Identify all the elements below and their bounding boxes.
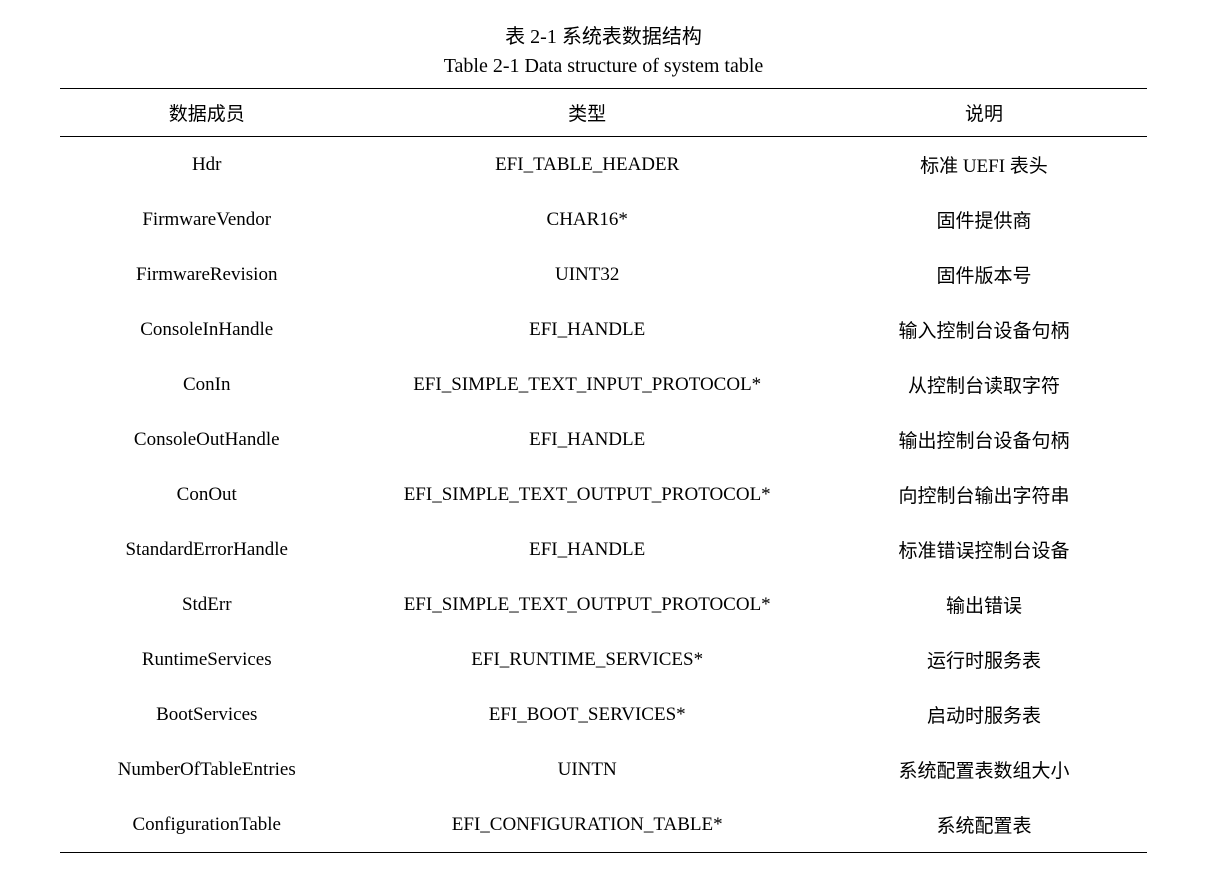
- cell-member: ConsoleOutHandle: [60, 412, 353, 467]
- cell-description: 运行时服务表: [821, 632, 1147, 687]
- table-row: RuntimeServices EFI_RUNTIME_SERVICES* 运行…: [60, 632, 1147, 687]
- cell-type: EFI_HANDLE: [353, 302, 820, 357]
- cell-type: EFI_CONFIGURATION_TABLE*: [353, 797, 820, 853]
- cell-type: UINT32: [353, 247, 820, 302]
- cell-member: RuntimeServices: [60, 632, 353, 687]
- column-header-member: 数据成员: [60, 89, 353, 137]
- cell-description: 输出错误: [821, 577, 1147, 632]
- cell-type: CHAR16*: [353, 192, 820, 247]
- cell-member: FirmwareVendor: [60, 192, 353, 247]
- cell-member: ConOut: [60, 467, 353, 522]
- cell-type: EFI_SIMPLE_TEXT_INPUT_PROTOCOL*: [353, 357, 820, 412]
- cell-type: EFI_SIMPLE_TEXT_OUTPUT_PROTOCOL*: [353, 577, 820, 632]
- table-row: FirmwareRevision UINT32 固件版本号: [60, 247, 1147, 302]
- system-table-structure: 数据成员 类型 说明 Hdr EFI_TABLE_HEADER 标准 UEFI …: [60, 88, 1147, 853]
- cell-description: 输入控制台设备句柄: [821, 302, 1147, 357]
- table-row: ConIn EFI_SIMPLE_TEXT_INPUT_PROTOCOL* 从控…: [60, 357, 1147, 412]
- cell-description: 固件版本号: [821, 247, 1147, 302]
- cell-description: 标准 UEFI 表头: [821, 137, 1147, 193]
- table-row: BootServices EFI_BOOT_SERVICES* 启动时服务表: [60, 687, 1147, 742]
- cell-type: EFI_BOOT_SERVICES*: [353, 687, 820, 742]
- cell-type: EFI_TABLE_HEADER: [353, 137, 820, 193]
- column-header-type: 类型: [353, 89, 820, 137]
- cell-description: 标准错误控制台设备: [821, 522, 1147, 577]
- cell-member: Hdr: [60, 137, 353, 193]
- cell-description: 系统配置表数组大小: [821, 742, 1147, 797]
- column-header-description: 说明: [821, 89, 1147, 137]
- cell-member: ConsoleInHandle: [60, 302, 353, 357]
- cell-member: ConfigurationTable: [60, 797, 353, 853]
- cell-description: 输出控制台设备句柄: [821, 412, 1147, 467]
- cell-member: ConIn: [60, 357, 353, 412]
- cell-description: 从控制台读取字符: [821, 357, 1147, 412]
- table-row: ConOut EFI_SIMPLE_TEXT_OUTPUT_PROTOCOL* …: [60, 467, 1147, 522]
- table-row: Hdr EFI_TABLE_HEADER 标准 UEFI 表头: [60, 137, 1147, 193]
- table-body: Hdr EFI_TABLE_HEADER 标准 UEFI 表头 Firmware…: [60, 137, 1147, 853]
- table-row: StandardErrorHandle EFI_HANDLE 标准错误控制台设备: [60, 522, 1147, 577]
- cell-description: 启动时服务表: [821, 687, 1147, 742]
- cell-description: 系统配置表: [821, 797, 1147, 853]
- cell-member: BootServices: [60, 687, 353, 742]
- table-row: FirmwareVendor CHAR16* 固件提供商: [60, 192, 1147, 247]
- table-row: ConsoleInHandle EFI_HANDLE 输入控制台设备句柄: [60, 302, 1147, 357]
- cell-member: StandardErrorHandle: [60, 522, 353, 577]
- cell-type: EFI_SIMPLE_TEXT_OUTPUT_PROTOCOL*: [353, 467, 820, 522]
- table-row: ConsoleOutHandle EFI_HANDLE 输出控制台设备句柄: [60, 412, 1147, 467]
- table-caption-en: Table 2-1 Data structure of system table: [60, 55, 1147, 78]
- cell-type: EFI_HANDLE: [353, 522, 820, 577]
- cell-type: EFI_HANDLE: [353, 412, 820, 467]
- table-row: StdErr EFI_SIMPLE_TEXT_OUTPUT_PROTOCOL* …: [60, 577, 1147, 632]
- table-caption-cn: 表 2-1 系统表数据结构: [60, 20, 1147, 49]
- cell-description: 向控制台输出字符串: [821, 467, 1147, 522]
- table-header-row: 数据成员 类型 说明: [60, 89, 1147, 137]
- cell-member: FirmwareRevision: [60, 247, 353, 302]
- cell-member: StdErr: [60, 577, 353, 632]
- table-row: NumberOfTableEntries UINTN 系统配置表数组大小: [60, 742, 1147, 797]
- cell-type: EFI_RUNTIME_SERVICES*: [353, 632, 820, 687]
- cell-member: NumberOfTableEntries: [60, 742, 353, 797]
- cell-description: 固件提供商: [821, 192, 1147, 247]
- cell-type: UINTN: [353, 742, 820, 797]
- table-row: ConfigurationTable EFI_CONFIGURATION_TAB…: [60, 797, 1147, 853]
